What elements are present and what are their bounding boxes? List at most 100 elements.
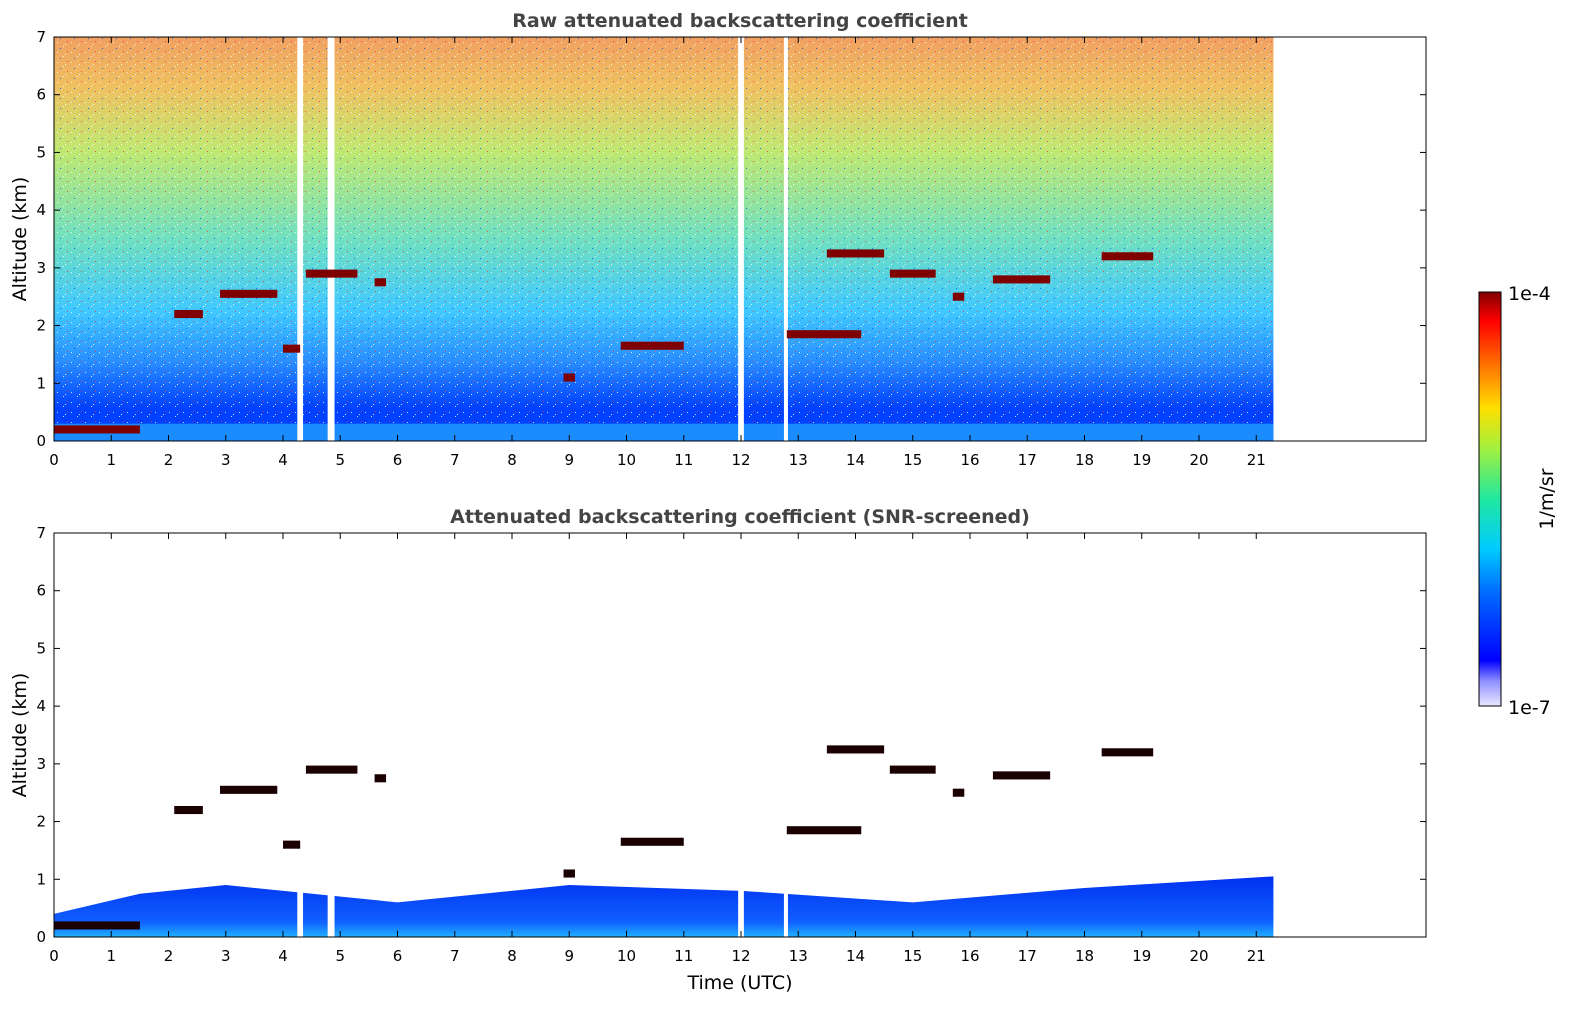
raw-surface-layer xyxy=(54,423,1274,441)
screened-cloud-layer xyxy=(220,785,278,794)
panel-screened-cloud-layers xyxy=(54,745,1154,930)
panel-screened-y-label: Altitude (km) xyxy=(9,673,31,798)
panel-screened-title: Attenuated backscattering coefficient (S… xyxy=(450,506,1030,528)
panel-raw-x-tick-label: 12 xyxy=(731,451,750,469)
raw-cloud-layer xyxy=(305,269,358,278)
raw-data-gap xyxy=(297,37,304,441)
panel-raw: Raw attenuated backscattering coefficien… xyxy=(9,10,1427,469)
raw-cloud-layer xyxy=(1101,252,1154,261)
panel-raw-x-tick-label: 0 xyxy=(49,451,59,469)
screened-cloud-layer xyxy=(563,869,575,878)
screened-data-gap xyxy=(297,533,304,937)
panel-raw-x-tick-label: 10 xyxy=(617,451,636,469)
screened-cloud-layer xyxy=(374,774,387,783)
panel-screened-x-tick-label: 18 xyxy=(1075,947,1094,965)
raw-cloud-layer xyxy=(283,344,301,353)
screened-boundary-layer xyxy=(54,876,1274,937)
screened-cloud-layer xyxy=(1101,748,1154,757)
panel-raw-y-tick-label: 2 xyxy=(36,317,46,335)
panel-raw-x-tick-label: 3 xyxy=(221,451,231,469)
panel-raw-x-tick-label: 5 xyxy=(335,451,345,469)
screened-data-gap xyxy=(783,533,788,937)
panel-raw-x-tick-label: 17 xyxy=(1018,451,1037,469)
panel-raw-x-tick-label: 4 xyxy=(278,451,288,469)
panel-screened-x-tick-label: 3 xyxy=(221,947,231,965)
panel-raw-x-tick-label: 13 xyxy=(789,451,808,469)
panel-screened-x-label: Time (UTC) xyxy=(686,972,792,994)
panel-screened-x-tick-label: 1 xyxy=(106,947,116,965)
screened-cloud-layer xyxy=(620,837,684,846)
panel-screened-x-tick-label: 12 xyxy=(731,947,750,965)
panel-screened-heatmap-field xyxy=(54,533,1274,937)
panel-raw-title: Raw attenuated backscattering coefficien… xyxy=(512,10,968,32)
panel-screened-y-tick-label: 0 xyxy=(36,928,46,946)
raw-noise-texture xyxy=(54,37,1274,441)
colorbar: 1e-4 1e-7 1/m/sr xyxy=(1478,283,1558,719)
panel-raw-y-tick-label: 4 xyxy=(36,201,46,219)
panel-raw-heatmap-field xyxy=(54,37,1274,441)
colorbar-min-label: 1e-7 xyxy=(1508,697,1551,719)
screened-cloud-layer xyxy=(992,771,1051,780)
raw-cloud-layer xyxy=(174,309,203,319)
panel-screened-x-tick-label: 13 xyxy=(789,947,808,965)
raw-data-gap xyxy=(738,37,744,441)
colorbar-unit-label: 1/m/sr xyxy=(1536,468,1558,529)
colorbar-max-label: 1e-4 xyxy=(1508,283,1551,305)
panel-raw-y-label: Altitude (km) xyxy=(9,177,31,302)
panel-screened-x-tick-label: 21 xyxy=(1247,947,1266,965)
panel-raw-y-tick-label: 7 xyxy=(36,28,46,46)
raw-cloud-layer xyxy=(826,249,885,258)
panel-raw-x-tick-label: 20 xyxy=(1189,451,1208,469)
panel-raw-x-tick-label: 15 xyxy=(903,451,922,469)
panel-screened-y-tick-label: 5 xyxy=(36,639,46,657)
screened-data-gap xyxy=(327,533,335,937)
panel-screened-y-ticks: 0 1 2 3 4 5 6 7 xyxy=(36,524,1426,946)
panel-raw-x-tick-label: 7 xyxy=(450,451,460,469)
panel-raw-x-tick-label: 11 xyxy=(674,451,693,469)
raw-cloud-layer xyxy=(54,425,140,434)
raw-cloud-layer xyxy=(374,278,387,287)
panel-screened-x-tick-label: 8 xyxy=(507,947,517,965)
panel-raw-x-tick-label: 19 xyxy=(1132,451,1151,469)
panel-screened-y-tick-label: 2 xyxy=(36,813,46,831)
raw-cloud-layer xyxy=(563,373,575,382)
panel-screened-x-tick-label: 14 xyxy=(846,947,865,965)
panel-screened-x-ticks: 0 1 2 3 4 5 6 7 8 9 10 11 12 13 14 15 16 17 18 19 20 21 xyxy=(49,533,1266,965)
screened-cloud-layer xyxy=(786,826,862,835)
screened-cloud-layer xyxy=(174,805,203,815)
panel-screened-x-tick-label: 6 xyxy=(393,947,403,965)
panel-raw-y-ticks: 0 1 2 3 4 5 6 7 xyxy=(36,28,1426,450)
panel-raw-x-tick-label: 9 xyxy=(564,451,574,469)
panel-raw-y-tick-label: 3 xyxy=(36,259,46,277)
panel-raw-y-tick-label: 1 xyxy=(36,374,46,392)
screened-cloud-layer xyxy=(889,765,936,774)
screened-data-gap xyxy=(738,533,744,937)
raw-data-gap xyxy=(327,37,335,441)
panel-raw-y-tick-label: 6 xyxy=(36,86,46,104)
panel-screened-x-tick-label: 16 xyxy=(960,947,979,965)
panel-screened: Attenuated backscattering coefficient (S… xyxy=(9,506,1427,994)
panel-screened-y-tick-label: 7 xyxy=(36,524,46,542)
panel-raw-x-tick-label: 6 xyxy=(393,451,403,469)
panel-raw-x-tick-label: 8 xyxy=(507,451,517,469)
panel-screened-y-tick-label: 4 xyxy=(36,697,46,715)
panel-raw-cloud-layers xyxy=(54,249,1154,434)
raw-cloud-layer xyxy=(889,269,936,278)
panel-screened-x-tick-label: 2 xyxy=(164,947,174,965)
panel-screened-x-tick-label: 9 xyxy=(564,947,574,965)
panel-screened-x-tick-label: 7 xyxy=(450,947,460,965)
panel-screened-frame xyxy=(53,532,1427,938)
panel-screened-x-tick-label: 10 xyxy=(617,947,636,965)
raw-cloud-layer xyxy=(952,292,965,301)
panel-raw-y-tick-label: 0 xyxy=(36,432,46,450)
panel-raw-x-tick-label: 14 xyxy=(846,451,865,469)
panel-screened-x-tick-label: 17 xyxy=(1018,947,1037,965)
raw-data-gap xyxy=(783,37,788,441)
colorbar-gradient xyxy=(1478,291,1502,707)
panel-raw-x-tick-label: 18 xyxy=(1075,451,1094,469)
panel-raw-frame xyxy=(53,36,1427,442)
panel-raw-x-tick-label: 1 xyxy=(106,451,116,469)
panel-raw-x-tick-label: 2 xyxy=(164,451,174,469)
screened-cloud-layer xyxy=(826,745,885,754)
panel-raw-x-tick-label: 21 xyxy=(1247,451,1266,469)
